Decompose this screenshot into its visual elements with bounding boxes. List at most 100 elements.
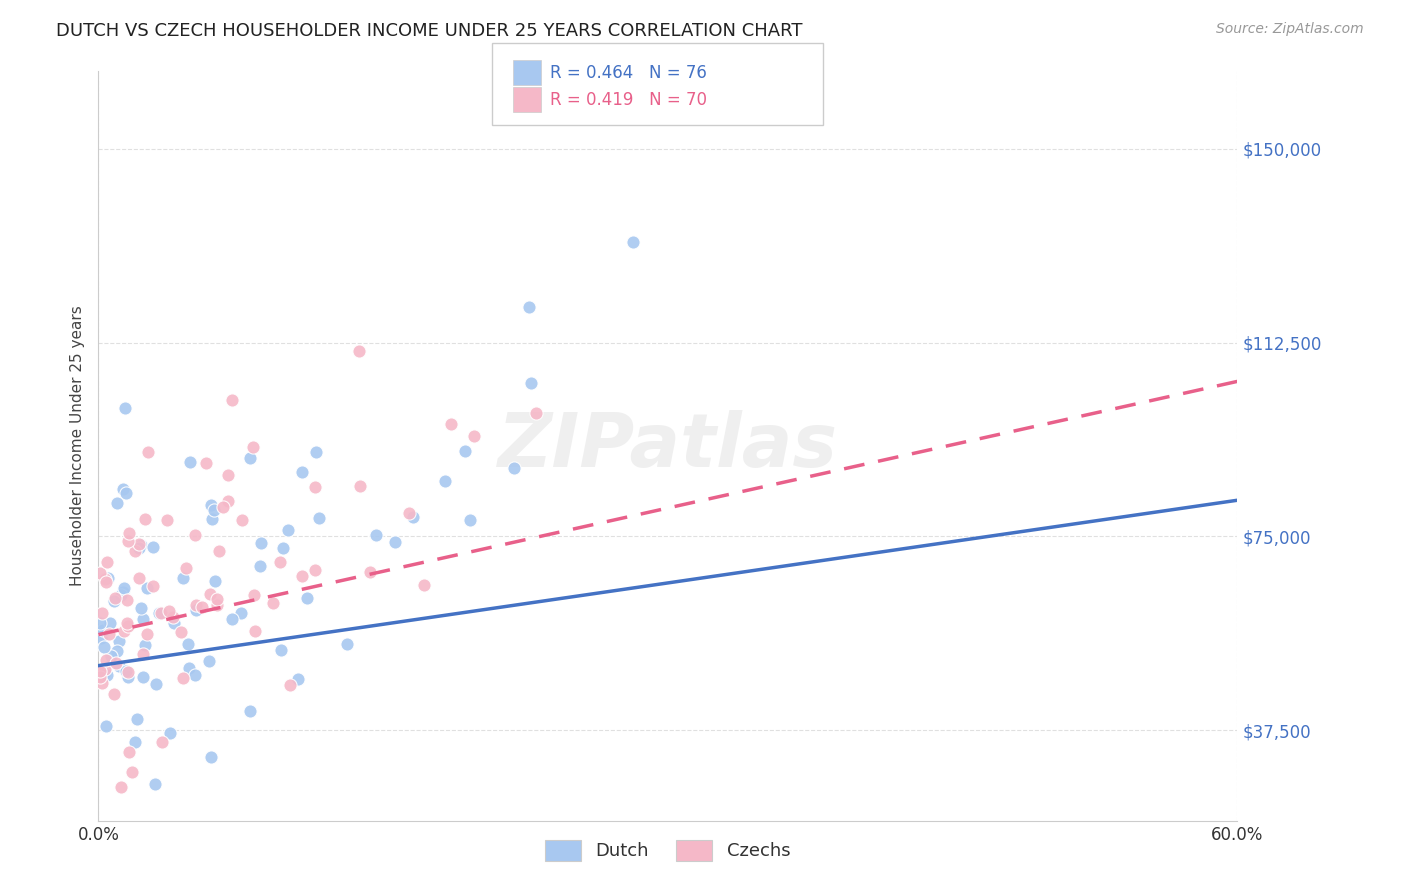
Point (156, 513, 179, 527)
Point (124, 544, 146, 558)
Point (211, 500, 233, 514)
Point (114, 401, 136, 415)
Point (105, 496, 128, 510)
Point (207, 598, 229, 612)
Point (270, 643, 292, 657)
Point (290, 569, 312, 583)
Point (128, 571, 150, 585)
Point (128, 541, 150, 556)
Point (184, 668, 207, 682)
Point (117, 533, 139, 548)
Point (91, 624, 114, 638)
Point (191, 599, 214, 614)
Point (262, 596, 284, 610)
Point (114, 665, 136, 679)
Point (93, 572, 115, 586)
Point (105, 644, 128, 658)
Point (347, 343, 370, 358)
Point (94, 719, 117, 733)
Point (124, 734, 146, 748)
Point (295, 591, 318, 606)
Point (94, 662, 117, 676)
Point (440, 417, 463, 431)
Point (118, 745, 141, 759)
Point (207, 592, 229, 607)
Point (217, 468, 239, 483)
Point (402, 510, 425, 524)
Point (519, 376, 541, 391)
Point (366, 528, 388, 542)
Text: R = 0.419   N = 70: R = 0.419 N = 70 (550, 91, 707, 109)
Point (159, 726, 181, 740)
Point (179, 455, 201, 469)
Text: Source: ZipAtlas.com: Source: ZipAtlas.com (1216, 22, 1364, 37)
Point (150, 735, 173, 749)
Point (104, 657, 127, 671)
Point (308, 511, 330, 525)
Point (93, 666, 115, 681)
Point (97, 571, 120, 585)
Point (132, 669, 155, 683)
Point (143, 777, 166, 791)
Point (103, 593, 125, 607)
Point (202, 502, 225, 516)
Point (142, 540, 165, 554)
Point (184, 527, 207, 541)
Point (132, 612, 155, 626)
Text: ZIPatlas: ZIPatlas (498, 409, 838, 483)
Point (93, 640, 115, 654)
Point (129, 538, 152, 552)
Point (98, 626, 121, 640)
Point (172, 571, 194, 585)
Point (162, 610, 184, 624)
Point (136, 445, 159, 459)
Y-axis label: Householder Income Under 25 years: Householder Income Under 25 years (69, 306, 84, 586)
Point (90, 631, 112, 645)
Point (287, 673, 309, 687)
Point (121, 765, 143, 780)
Point (157, 604, 180, 618)
Point (89, 566, 111, 581)
Point (384, 535, 406, 549)
Point (269, 555, 291, 569)
Point (305, 444, 328, 458)
Point (108, 633, 131, 648)
Point (198, 654, 221, 668)
Point (157, 827, 180, 841)
Point (200, 750, 222, 764)
Point (184, 603, 207, 617)
Point (243, 588, 266, 602)
Point (349, 479, 371, 493)
Point (94, 653, 117, 667)
Point (91, 606, 114, 620)
Point (176, 637, 198, 651)
Point (134, 512, 156, 526)
Point (170, 624, 193, 639)
Point (96, 574, 118, 589)
Point (271, 541, 294, 556)
Point (454, 443, 477, 458)
Point (278, 678, 301, 692)
Point (463, 429, 485, 443)
Point (245, 624, 267, 638)
Point (145, 676, 167, 690)
Point (412, 578, 434, 592)
Point (250, 535, 273, 549)
Point (128, 537, 150, 551)
Point (186, 598, 208, 612)
Legend: Dutch, Czechs: Dutch, Czechs (538, 832, 797, 868)
Point (89, 664, 111, 678)
Point (208, 544, 231, 558)
Point (117, 665, 139, 679)
Point (136, 627, 159, 641)
Point (433, 474, 456, 488)
Point (112, 581, 135, 595)
Point (129, 601, 152, 615)
Point (98, 615, 121, 630)
Point (100, 648, 122, 663)
Point (117, 619, 139, 633)
Point (108, 659, 131, 673)
Point (198, 587, 221, 601)
Point (134, 638, 156, 652)
Point (239, 704, 262, 718)
